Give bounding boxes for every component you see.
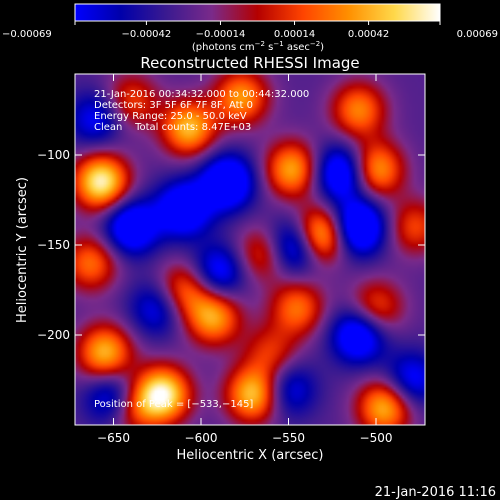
footer-timestamp: 21-Jan-2016 11:16 xyxy=(375,485,496,500)
colorbar-units: (photons cm−2 s−1 asec−2) xyxy=(192,40,324,53)
annotation-clean: Clean Total counts: 8.47E+03 xyxy=(94,122,251,133)
heatmap-image xyxy=(75,74,425,425)
colorbar-ticks: −0.00069 −0.00042 −0.00014 0.00014 0.00042 0.… xyxy=(2,21,498,40)
colorbar-tick-label: 0.00014 xyxy=(274,29,315,40)
y-axis: −100 −150 −200 xyxy=(37,148,425,342)
colorbar xyxy=(74,3,441,22)
annotations: 21-Jan-2016 00:34:32.000 to 00:44:32.000… xyxy=(94,89,309,410)
y-tick-label: −200 xyxy=(37,328,70,342)
x-tick-label: −500 xyxy=(360,431,393,445)
chart-title: Reconstructed RHESSI Image xyxy=(140,54,359,72)
annotation-energy: Energy Range: 25.0 - 50.0 keV xyxy=(94,111,247,122)
y-axis-label: Heliocentric Y (arcsec) xyxy=(15,177,30,323)
y-tick-label: −100 xyxy=(37,148,70,162)
x-tick-label: −600 xyxy=(185,431,218,445)
x-tick-label: −650 xyxy=(97,431,130,445)
plot-area xyxy=(75,74,425,425)
colorbar-tick-label: 0.00042 xyxy=(348,29,389,40)
colorbar-tick-label: −0.00042 xyxy=(122,29,172,40)
annotation-time-range: 21-Jan-2016 00:34:32.000 to 00:44:32.000 xyxy=(94,89,309,100)
colorbar-tick-label: −0.00069 xyxy=(2,29,52,40)
annotation-detectors: Detectors: 3F 5F 6F 7F 8F, Att 0 xyxy=(94,100,253,111)
plot-frame xyxy=(74,73,426,426)
colorbar-tick-label: −0.00014 xyxy=(196,29,246,40)
x-axis-label: Heliocentric X (arcsec) xyxy=(177,448,324,463)
annotation-peak: Position of Peak = [−533,−145] xyxy=(94,399,253,410)
x-axis: −650 −600 −550 −500 xyxy=(97,74,392,445)
y-tick-label: −150 xyxy=(37,238,70,252)
x-tick-label: −550 xyxy=(272,431,305,445)
colorbar-tick-label: 0.00069 xyxy=(457,29,498,40)
